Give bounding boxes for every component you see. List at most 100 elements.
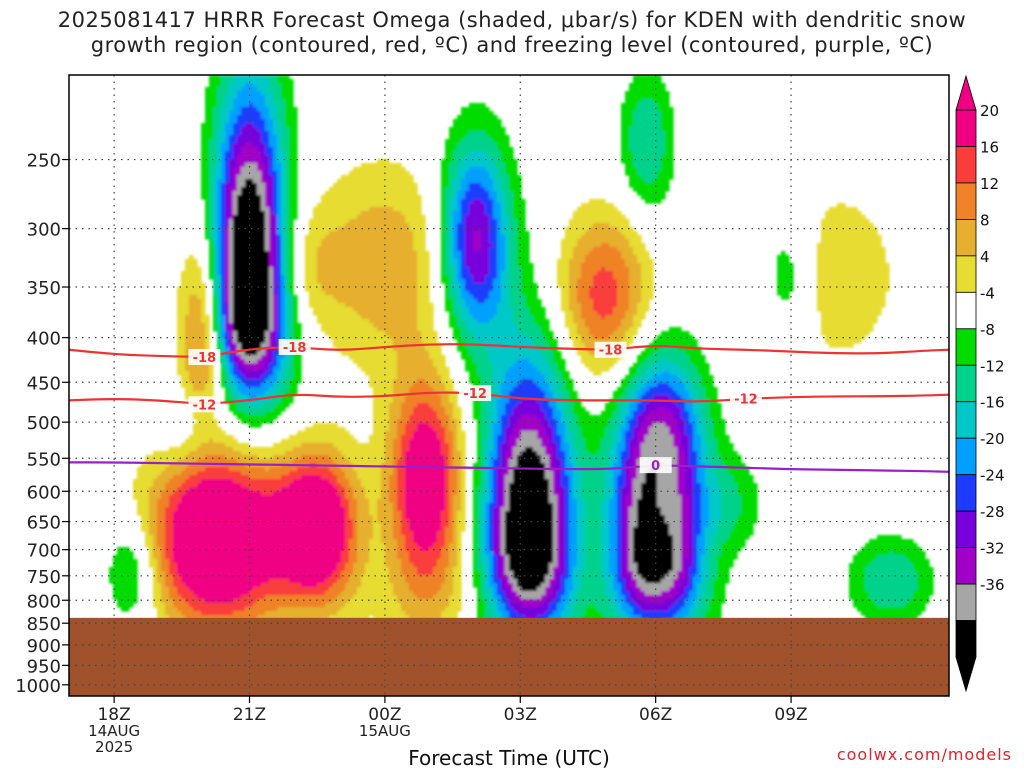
omega-cell [289,315,294,320]
omega-cell [349,175,354,180]
omega-cell [457,219,462,224]
omega-cell [589,299,594,304]
omega-cell [229,123,234,128]
omega-cell [441,275,446,280]
omega-cell [657,119,662,124]
omega-cell [409,303,414,308]
omega-cell [845,235,850,240]
omega-cell [377,183,382,188]
omega-cell [309,255,314,260]
omega-cell [497,203,502,208]
omega-cell [505,155,510,160]
omega-cell [517,191,522,196]
omega-cell [493,247,498,252]
omega-cell [217,83,222,88]
omega-cell [381,179,386,184]
omega-cell [625,287,630,292]
omega-cell [641,123,646,128]
omega-cell [569,271,574,276]
omega-cell [509,311,514,316]
omega-cell [633,287,638,292]
omega-cell [245,235,250,240]
omega-cell [489,195,494,200]
omega-cell [617,303,622,308]
omega-cell [501,211,506,216]
omega-cell [241,99,246,104]
omega-cell [581,275,586,280]
omega-cell [657,187,662,192]
omega-cell [281,207,286,212]
omega-cell [581,299,586,304]
omega-cell [313,311,318,316]
omega-cell [517,227,522,232]
omega-cell [481,219,486,224]
omega-cell [521,303,526,308]
omega-cell [373,259,378,264]
omega-cell [281,311,286,316]
omega-cell [229,227,234,232]
omega-cell [269,303,274,308]
omega-cell [229,83,234,88]
omega-cell [589,243,594,248]
omega-cell [357,291,362,296]
omega-cell [277,259,282,264]
omega-cell [201,147,206,152]
omega-cell [653,199,658,204]
omega-cell [405,231,410,236]
omega-cell [885,287,890,292]
omega-cell [213,251,218,256]
omega-cell [201,183,206,188]
omega-cell [661,139,666,144]
omega-cell [245,315,250,320]
omega-cell [217,179,222,184]
omega-cell [249,227,254,232]
omega-cell [445,215,450,220]
omega-cell [305,275,310,280]
omega-cell [629,103,634,108]
omega-cell [385,167,390,172]
omega-cell [521,315,526,320]
omega-cell [321,295,326,300]
omega-cell [313,287,318,292]
omega-cell [425,307,430,312]
omega-cell [457,199,462,204]
omega-cell [817,243,822,248]
omega-cell [457,287,462,292]
omega-cell [397,175,402,180]
omega-cell [265,215,270,220]
omega-cell [605,271,610,276]
omega-cell [481,211,486,216]
omega-cell [413,287,418,292]
omega-cell [513,191,518,196]
omega-cell [517,279,522,284]
omega-cell [237,303,242,308]
omega-cell [333,243,338,248]
omega-cell [513,215,518,220]
omega-cell [261,251,266,256]
omega-cell [233,131,238,136]
omega-cell [349,183,354,188]
omega-cell [381,255,386,260]
omega-cell [253,247,258,252]
omega-cell [257,283,262,288]
omega-cell [217,235,222,240]
omega-cell [785,271,790,276]
omega-cell [285,219,290,224]
omega-cell [349,239,354,244]
omega-cell [861,219,866,224]
omega-cell [249,303,254,308]
omega-cell [225,123,230,128]
omega-cell [237,151,242,156]
omega-cell [425,315,430,320]
omega-cell [489,179,494,184]
omega-cell [581,283,586,288]
omega-cell [269,299,274,304]
omega-cell [489,307,494,312]
omega-cell [273,199,278,204]
omega-cell [389,227,394,232]
omega-cell [325,191,330,196]
omega-cell [249,107,254,112]
omega-cell [665,159,670,164]
omega-cell [349,195,354,200]
omega-cell [257,139,262,144]
